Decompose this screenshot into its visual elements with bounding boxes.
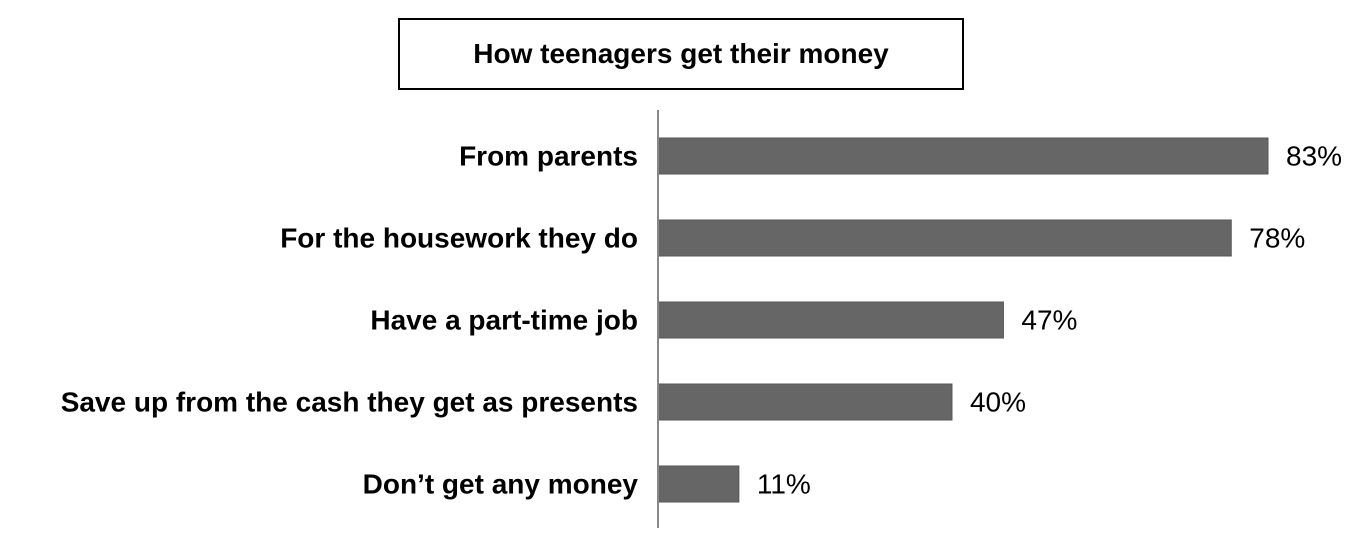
category-label-3: Have a part-time job [370,305,638,336]
value-label-2: 78% [1249,223,1305,254]
category-label-1: From parents [459,141,638,172]
bar-5 [657,465,740,503]
category-label-5: Don’t get any money [363,469,639,500]
value-label-5: 11% [757,469,811,500]
bars-layer [657,137,1269,503]
category-labels-layer: From parents For the housework they do Hav… [61,141,639,500]
bar-3 [657,301,1004,339]
category-label-2: For the housework they do [280,223,638,254]
bar-1 [657,137,1269,175]
value-label-1: 83% [1286,141,1342,172]
chart-title: How teenagers get their money [473,38,889,69]
category-label-4: Save up from the cash they get as presen… [61,387,638,418]
value-label-4: 40% [970,387,1026,418]
value-label-3: 47% [1021,305,1077,336]
chart-title-box: How teenagers get their money [398,18,964,90]
value-labels-layer: 83% 78% 47% 40% 11% [757,141,1342,500]
bar-4 [657,383,953,421]
bar-2 [657,219,1232,257]
